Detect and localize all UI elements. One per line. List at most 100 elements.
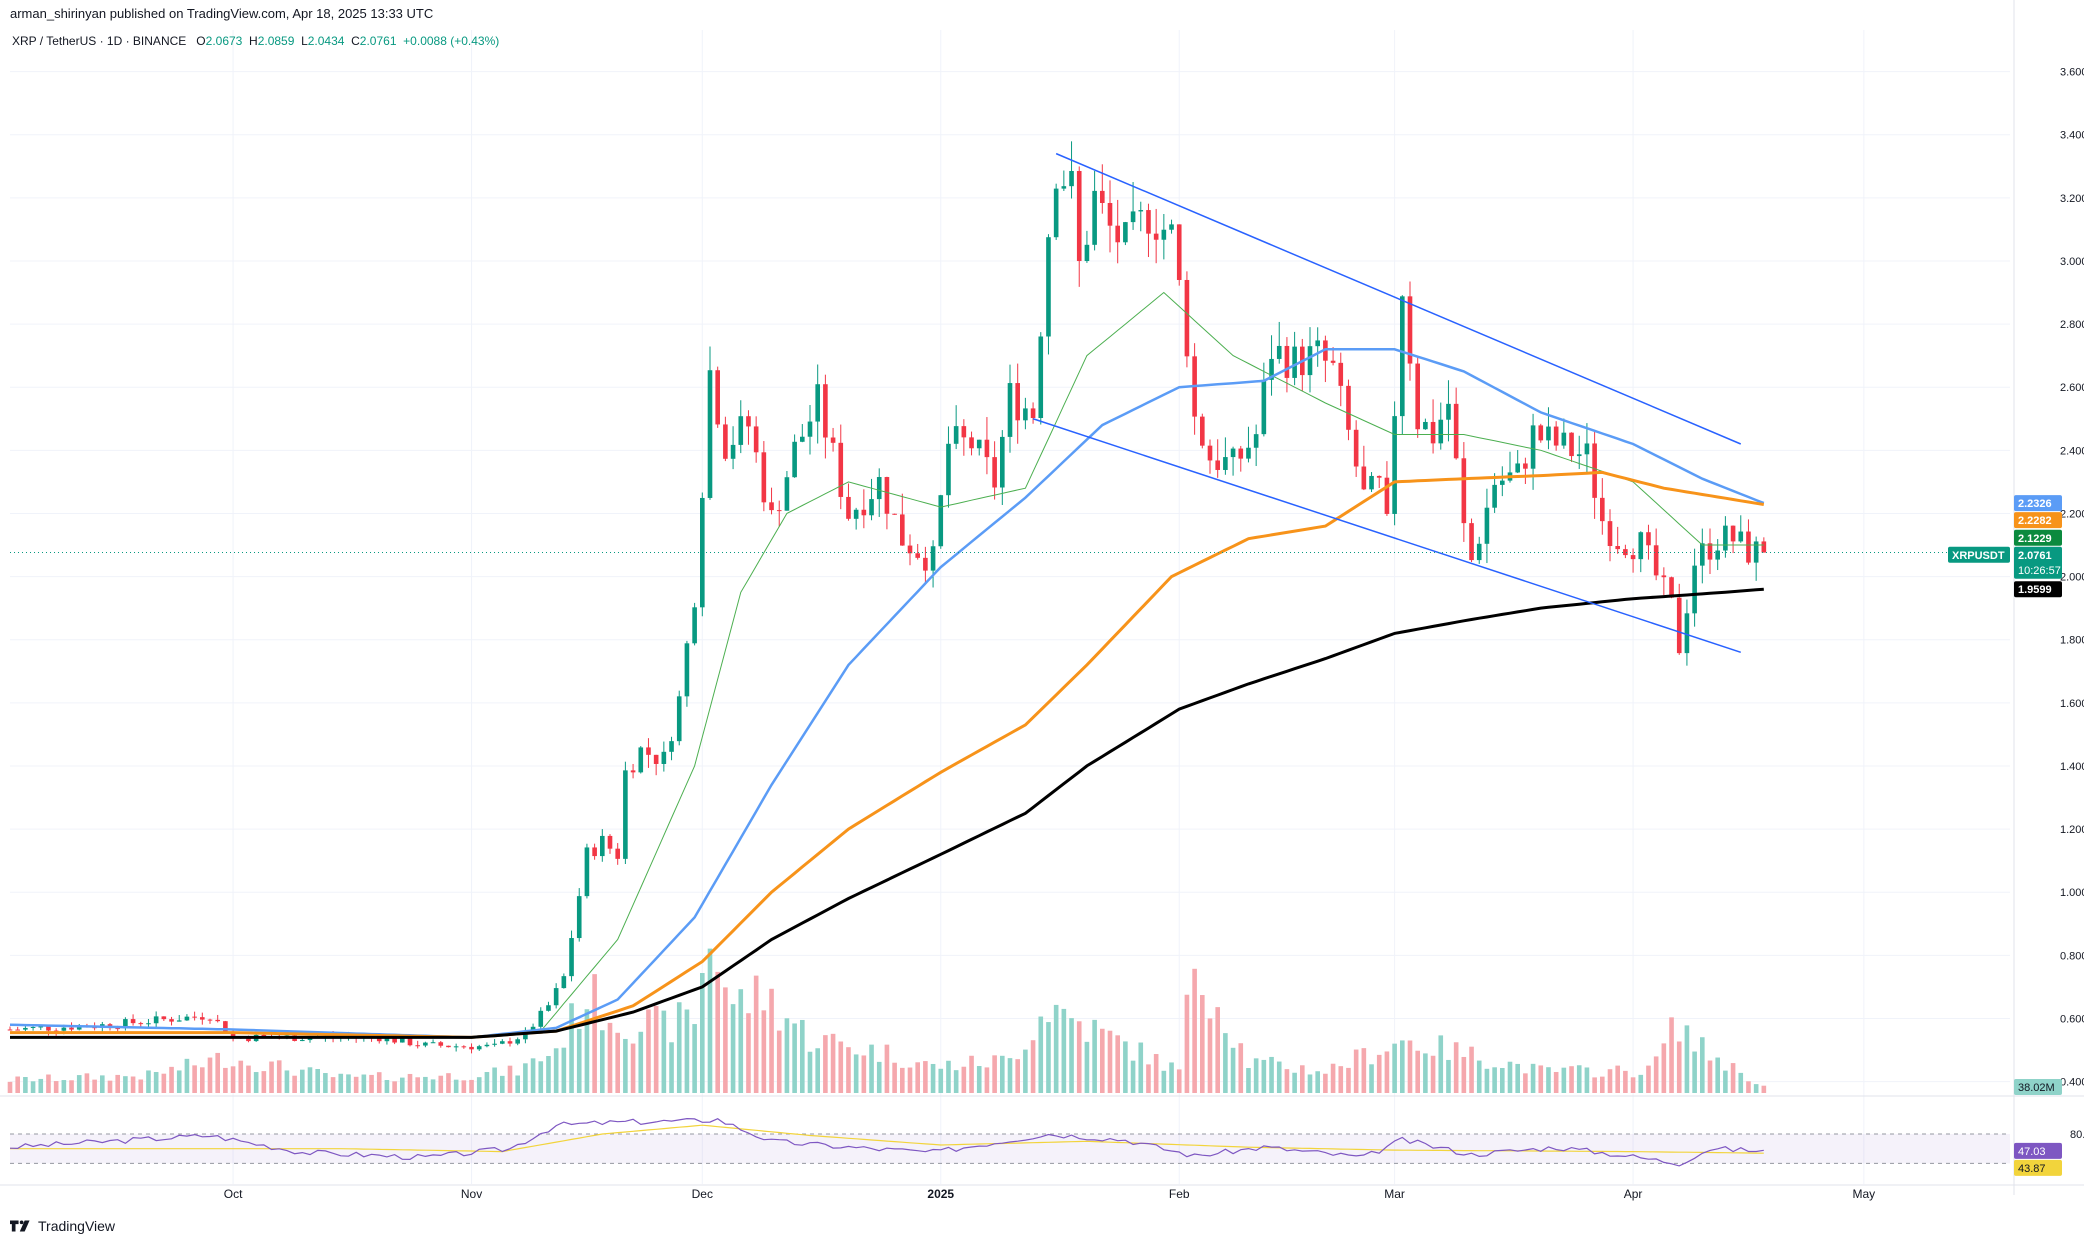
volume-bar <box>823 1035 828 1093</box>
candle-body <box>1084 244 1090 262</box>
volume-bar <box>646 1009 651 1093</box>
candle-body <box>1746 531 1751 563</box>
volume-bar <box>1176 1069 1182 1093</box>
candle-body <box>192 1016 197 1018</box>
candle-body <box>1546 426 1551 441</box>
volume-bar <box>1707 1060 1713 1093</box>
candle-body <box>523 1030 528 1040</box>
volume-bar <box>1753 1084 1759 1093</box>
candle-body <box>584 847 590 897</box>
volume-bar <box>1607 1069 1613 1093</box>
volume-bar <box>1692 1051 1697 1093</box>
candle-body <box>1438 419 1444 444</box>
candle-body <box>915 553 920 558</box>
volume-bar <box>969 1055 974 1093</box>
volume-bar <box>700 973 705 1093</box>
rsi-pane <box>9 1117 2010 1167</box>
volume-bar <box>1238 1043 1244 1093</box>
volume-bar <box>446 1073 451 1093</box>
volume-bar <box>484 1072 490 1093</box>
candle-body <box>753 426 759 453</box>
volume-bar <box>1061 1008 1067 1093</box>
volume-bar <box>900 1067 905 1093</box>
candle-body <box>1538 425 1544 441</box>
channel-line-0 <box>1055 152 1742 445</box>
moving-average-line-3 <box>10 587 1764 1039</box>
volume-bar <box>261 1071 267 1093</box>
volume-bar <box>569 1003 574 1093</box>
time-axis[interactable]: Oct Nov Dec 2025 Feb Mar Apr May <box>224 1187 1875 1201</box>
candle-body <box>484 1044 490 1047</box>
volume-bar <box>1730 1063 1736 1093</box>
candle-body <box>646 747 651 755</box>
candle-body <box>861 509 867 516</box>
volume-bar <box>246 1065 251 1093</box>
candle-body <box>653 754 659 764</box>
publisher-line: arman_shirinyan published on TradingView… <box>10 6 434 21</box>
candle-body <box>1692 565 1697 614</box>
price-tick-label: 1.6000 <box>2060 698 2084 710</box>
volume-bar <box>1138 1042 1144 1093</box>
price-axis[interactable]: 3.6000 3.4000 3.2000 3.0000 2.8000 2.6000 2.40… <box>2060 67 2084 1089</box>
candle-body <box>69 1027 74 1030</box>
volume-bar <box>461 1080 467 1093</box>
price-tick-label: 2.8000 <box>2060 319 2084 331</box>
volume-bar <box>107 1080 113 1093</box>
volume-bar <box>1638 1074 1644 1093</box>
volume-bar <box>1661 1043 1667 1093</box>
volume-bar <box>1423 1053 1428 1093</box>
volume-bar <box>1600 1076 1605 1093</box>
volume-bar <box>1523 1073 1528 1093</box>
candle-body <box>23 1027 28 1030</box>
candle-body <box>1184 279 1190 357</box>
volume-bar <box>1653 1056 1659 1093</box>
volume-bar <box>361 1074 367 1093</box>
candle-body <box>130 1019 136 1024</box>
volume-bar <box>1346 1067 1351 1093</box>
candle-body <box>892 513 897 515</box>
candle-body <box>923 557 928 571</box>
candle-body <box>1646 532 1651 546</box>
volume-bar <box>1715 1057 1720 1093</box>
volume-bar <box>1738 1072 1744 1093</box>
volume-bar <box>1461 1056 1467 1093</box>
volume-bar <box>53 1081 59 1093</box>
volume-bar <box>430 1079 436 1093</box>
brand-name: TradingView <box>38 1218 116 1234</box>
volume-bar <box>1376 1054 1382 1093</box>
volume-bar <box>1038 1016 1044 1093</box>
volume-bar <box>1353 1049 1359 1093</box>
candle-body <box>1292 346 1297 378</box>
time-tick-label: Oct <box>224 1187 243 1201</box>
volume-bar <box>761 1010 767 1093</box>
volume-bar <box>1315 1071 1320 1093</box>
volume-bar <box>1384 1051 1390 1093</box>
price-labels: 2.2326 2.2282 2.1229 2.0761 10:26:57 XRPUSDT 1… <box>1948 495 2084 1176</box>
volume-bar <box>453 1079 459 1093</box>
candle-body <box>207 1019 213 1021</box>
volume-bar <box>1615 1065 1620 1093</box>
high-label: H <box>249 34 258 48</box>
volume-bar <box>1215 1007 1220 1093</box>
candle-body <box>1500 480 1505 485</box>
symbol-badge <box>1948 546 2010 563</box>
tradingview-brand[interactable]: TradingView <box>10 1218 115 1234</box>
volume-bar <box>1107 1030 1113 1093</box>
candle-body <box>846 496 851 519</box>
volume-bar <box>1500 1067 1505 1093</box>
candle-body <box>730 444 736 459</box>
volume-bar <box>576 1028 582 1093</box>
candle-body <box>992 457 997 488</box>
candle-body <box>1223 457 1228 470</box>
volume-bar <box>1053 1004 1059 1093</box>
candle-body <box>676 696 682 742</box>
price-tick-label: 3.6000 <box>2060 67 2084 79</box>
price-tick-label: 0.6000 <box>2060 1013 2084 1025</box>
volume-bar <box>207 1057 213 1093</box>
volume-bar <box>892 1062 897 1093</box>
volume-bar <box>800 1019 805 1093</box>
candle-body <box>961 426 967 438</box>
candle-body <box>1023 408 1028 421</box>
symbol-name[interactable]: XRP / TetherUS · 1D · BINANCE <box>12 34 187 48</box>
